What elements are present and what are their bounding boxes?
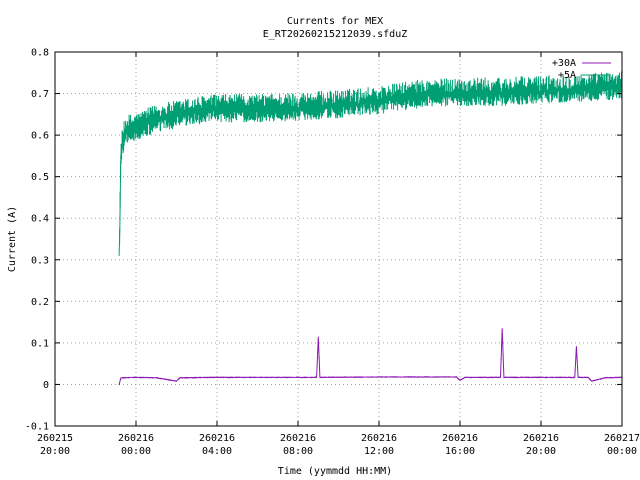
x-tick-time-label: 20:00 bbox=[40, 446, 70, 457]
chart-title: Currents for MEX bbox=[287, 16, 383, 27]
x-tick-time-label: 00:00 bbox=[121, 446, 151, 457]
plot-border bbox=[54, 51, 623, 427]
series-line bbox=[118, 86, 623, 256]
x-tick-date-label: 260216 bbox=[199, 433, 235, 444]
y-tick-label: 0.2 bbox=[31, 297, 49, 308]
x-tick-date-label: 260216 bbox=[361, 433, 397, 444]
x-tick-time-label: 08:00 bbox=[283, 446, 313, 457]
x-axis-label: Time (yymmdd HH:MM) bbox=[278, 466, 392, 477]
legend: +30A +5A bbox=[552, 58, 611, 81]
y-tick-label: 0.5 bbox=[31, 172, 49, 183]
series-5a bbox=[118, 71, 623, 256]
legend-label-5a: +5A bbox=[558, 70, 576, 81]
y-tick-label: 0.4 bbox=[31, 214, 49, 225]
y-tick-label: 0 bbox=[43, 380, 49, 391]
y-tick-label: -0.1 bbox=[25, 422, 49, 433]
y-tick-label: 0.3 bbox=[31, 255, 49, 266]
y-tick-label: 0.8 bbox=[31, 48, 49, 59]
x-tick-time-label: 04:00 bbox=[202, 446, 232, 457]
x-tick-time-label: 16:00 bbox=[445, 446, 475, 457]
x-tick-time-label: 00:00 bbox=[607, 446, 637, 457]
x-tick-date-label: 260215 bbox=[37, 433, 73, 444]
x-tick-date-label: 260216 bbox=[280, 433, 316, 444]
chart-subtitle: E_RT20260215212039.sfduZ bbox=[263, 29, 408, 40]
x-tick-time-label: 20:00 bbox=[526, 446, 556, 457]
x-tick-date-label: 260216 bbox=[118, 433, 154, 444]
ticks: -0.1 0 0.1 0.2 0.3 0.4 0.5 0.6 0.7 0.8 260215 20:00… bbox=[25, 48, 640, 458]
series-layer bbox=[118, 71, 623, 386]
series-30a bbox=[118, 328, 623, 386]
y-tick-label: 0.1 bbox=[31, 338, 49, 349]
x-tick-date-label: 260217 bbox=[604, 433, 640, 444]
y-tick-label: 0.7 bbox=[31, 89, 49, 100]
x-tick-date-label: 260216 bbox=[442, 433, 478, 444]
series-line bbox=[118, 328, 623, 385]
y-tick-label: 0.6 bbox=[31, 131, 49, 142]
x-tick-date-label: 260216 bbox=[523, 433, 559, 444]
legend-label-30a: +30A bbox=[552, 58, 576, 69]
y-axis-label: Current (A) bbox=[7, 206, 18, 272]
x-tick-time-label: 12:00 bbox=[364, 446, 394, 457]
